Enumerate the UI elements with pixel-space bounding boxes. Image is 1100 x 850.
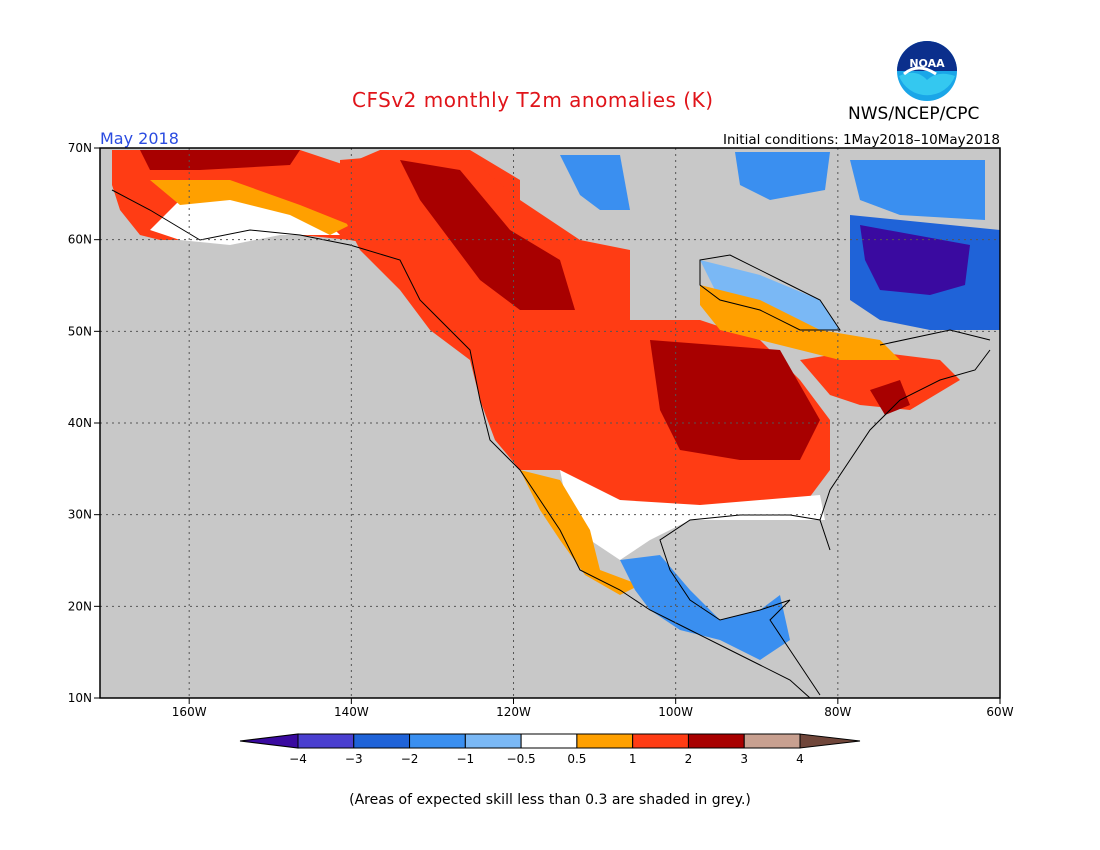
- colorbar-tick-label: −4: [289, 752, 307, 766]
- region-central-us-darkred: [650, 340, 820, 460]
- colorbar: −4 −3 −2 −1 −0.5 0.5 1 2 3 4: [239, 733, 861, 766]
- region-alaska-orange: [150, 180, 350, 235]
- lat-label: 20N: [68, 599, 92, 613]
- region-baffin-blue: [850, 160, 985, 220]
- colorbar-high-triangle: [799, 733, 861, 749]
- page-title: CFSv2 monthly T2m anomalies (K): [352, 88, 714, 112]
- region-gulf-neutral: [560, 470, 825, 560]
- initial-conditions-label: Initial conditions: 1May2018–10May2018: [723, 132, 1000, 148]
- lat-label: 70N: [68, 141, 92, 155]
- lon-label: 140W: [334, 705, 369, 719]
- colorbar-tick-label: 3: [740, 752, 748, 766]
- colorbar-low-triangle: [239, 733, 299, 749]
- region-northeast-darkred: [870, 380, 910, 415]
- colorbar-box: [409, 733, 466, 749]
- lat-label: 40N: [68, 416, 92, 430]
- lon-label: 80W: [824, 705, 851, 719]
- lat-label: 10N: [68, 691, 92, 705]
- colorbar-tick-label: −3: [345, 752, 363, 766]
- region-hudson-lightblue: [700, 260, 840, 330]
- region-greatlakes-orange: [700, 285, 900, 360]
- logo-text: NOAA: [909, 57, 945, 70]
- colorbar-tick-label: −2: [401, 752, 419, 766]
- valid-month-label: May 2018: [100, 129, 179, 148]
- noaa-logo: NOAA: [897, 41, 957, 101]
- lon-label: 120W: [496, 705, 531, 719]
- footnote: (Areas of expected skill less than 0.3 a…: [349, 792, 751, 808]
- lat-label: 50N: [68, 324, 92, 338]
- coastline-1: [659, 349, 991, 696]
- colorbar-tick-label: 2: [685, 752, 693, 766]
- region-northeast: [800, 350, 960, 410]
- region-arctic-blue-2: [735, 152, 830, 200]
- coastline-3: [879, 329, 991, 346]
- anomaly-map: 160W 140W 120W 100W 80W 60W 70N 60N 50N 40N 30N 20N…: [68, 141, 1014, 719]
- colorbar-tick-label: 0.5: [567, 752, 586, 766]
- colorbar-box: [520, 733, 578, 749]
- lon-label: 60W: [986, 705, 1013, 719]
- lon-label: 100W: [658, 705, 693, 719]
- colorbar-tick-label: 1: [629, 752, 637, 766]
- region-mexico-blue: [620, 555, 790, 660]
- lat-label: 60N: [68, 233, 92, 247]
- region-alaska-darkred: [140, 150, 300, 170]
- colorbar-box: [743, 733, 801, 749]
- colorbar-box: [632, 733, 689, 749]
- lon-label: 160W: [172, 705, 207, 719]
- colorbar-box: [297, 733, 355, 749]
- colorbar-box: [687, 733, 745, 749]
- lat-label: 30N: [68, 508, 92, 522]
- colorbar-box: [464, 733, 522, 749]
- colorbar-tick-label: −1: [456, 752, 474, 766]
- coastline-2: [699, 254, 841, 331]
- colorbar-tick-label: 4: [796, 752, 804, 766]
- region-mexico-orange: [520, 470, 640, 595]
- region-canada-darkred: [400, 160, 575, 310]
- colorbar-box: [353, 733, 411, 749]
- organization-label: NWS/NCEP/CPC: [848, 104, 980, 124]
- colorbar-tick-label: −0.5: [507, 752, 536, 766]
- region-labrador-darkblue: [860, 225, 970, 295]
- colorbar-box: [576, 733, 634, 749]
- coastline-0: [111, 189, 811, 699]
- region-arctic-blue: [560, 155, 630, 210]
